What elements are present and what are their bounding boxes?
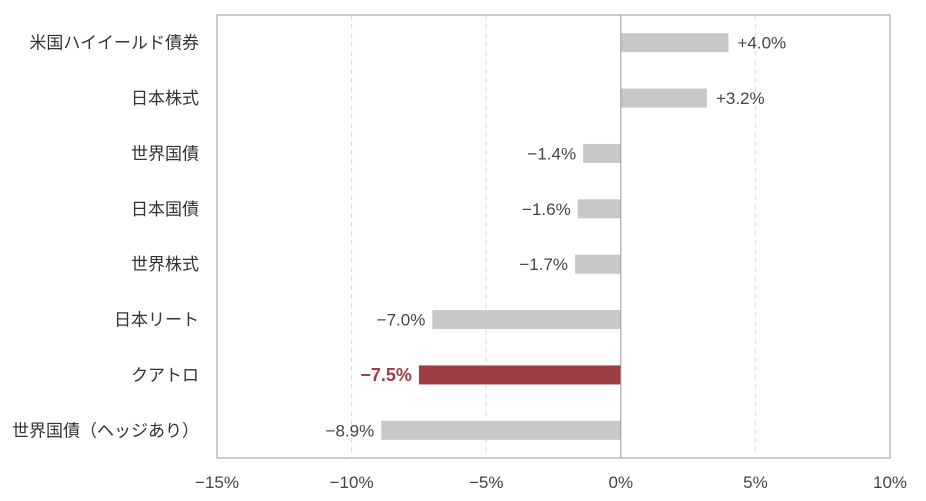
- grid-lines: [351, 15, 756, 458]
- x-tick-label: 0%: [609, 473, 634, 492]
- category-label: 日本株式: [131, 89, 199, 109]
- bar: [577, 199, 621, 219]
- category-label: 世界国債: [131, 144, 199, 164]
- bars: [381, 33, 729, 440]
- category-label: クアトロ: [131, 366, 199, 386]
- x-tick-label: 10%: [873, 473, 907, 492]
- plot-frame: [216, 14, 891, 459]
- value-labels: +4.0% +3.2% −1.4% −1.6% −1.7% −7.0% −7.5% −8.9%: [326, 34, 787, 441]
- bar: [620, 88, 707, 108]
- bar: [432, 310, 621, 330]
- value-label: −8.9%: [326, 421, 375, 440]
- category-label: 日本国債: [131, 200, 199, 220]
- bar: [418, 365, 621, 385]
- value-label: −1.4%: [527, 144, 576, 163]
- value-label: −7.0%: [377, 311, 426, 330]
- bar: [620, 33, 729, 53]
- x-tick-label: −5%: [469, 473, 504, 492]
- value-label: +3.2%: [716, 89, 765, 108]
- category-label: 世界国債（ヘッジあり）: [12, 421, 199, 441]
- value-label: −1.6%: [522, 200, 571, 219]
- x-tick-label: −10%: [330, 473, 374, 492]
- x-tick-label: 5%: [743, 473, 768, 492]
- category-label: 米国ハイイールド債券: [29, 34, 199, 54]
- x-tick-labels: −15% −10% −5% 0% 5% 10%: [195, 473, 907, 492]
- category-labels: 米国ハイイールド債券日本株式世界国債日本国債世界株式日本リートクアトロ世界国債（…: [12, 34, 199, 442]
- x-tick-label: −15%: [195, 473, 239, 492]
- bar: [381, 420, 621, 440]
- category-label: 日本リート: [114, 311, 199, 331]
- value-label: −1.7%: [519, 255, 568, 274]
- category-label: 世界株式: [131, 255, 199, 275]
- bar: [583, 143, 621, 163]
- value-label: −7.5%: [360, 365, 412, 385]
- bar: [575, 254, 621, 274]
- value-label: +4.0%: [737, 34, 786, 53]
